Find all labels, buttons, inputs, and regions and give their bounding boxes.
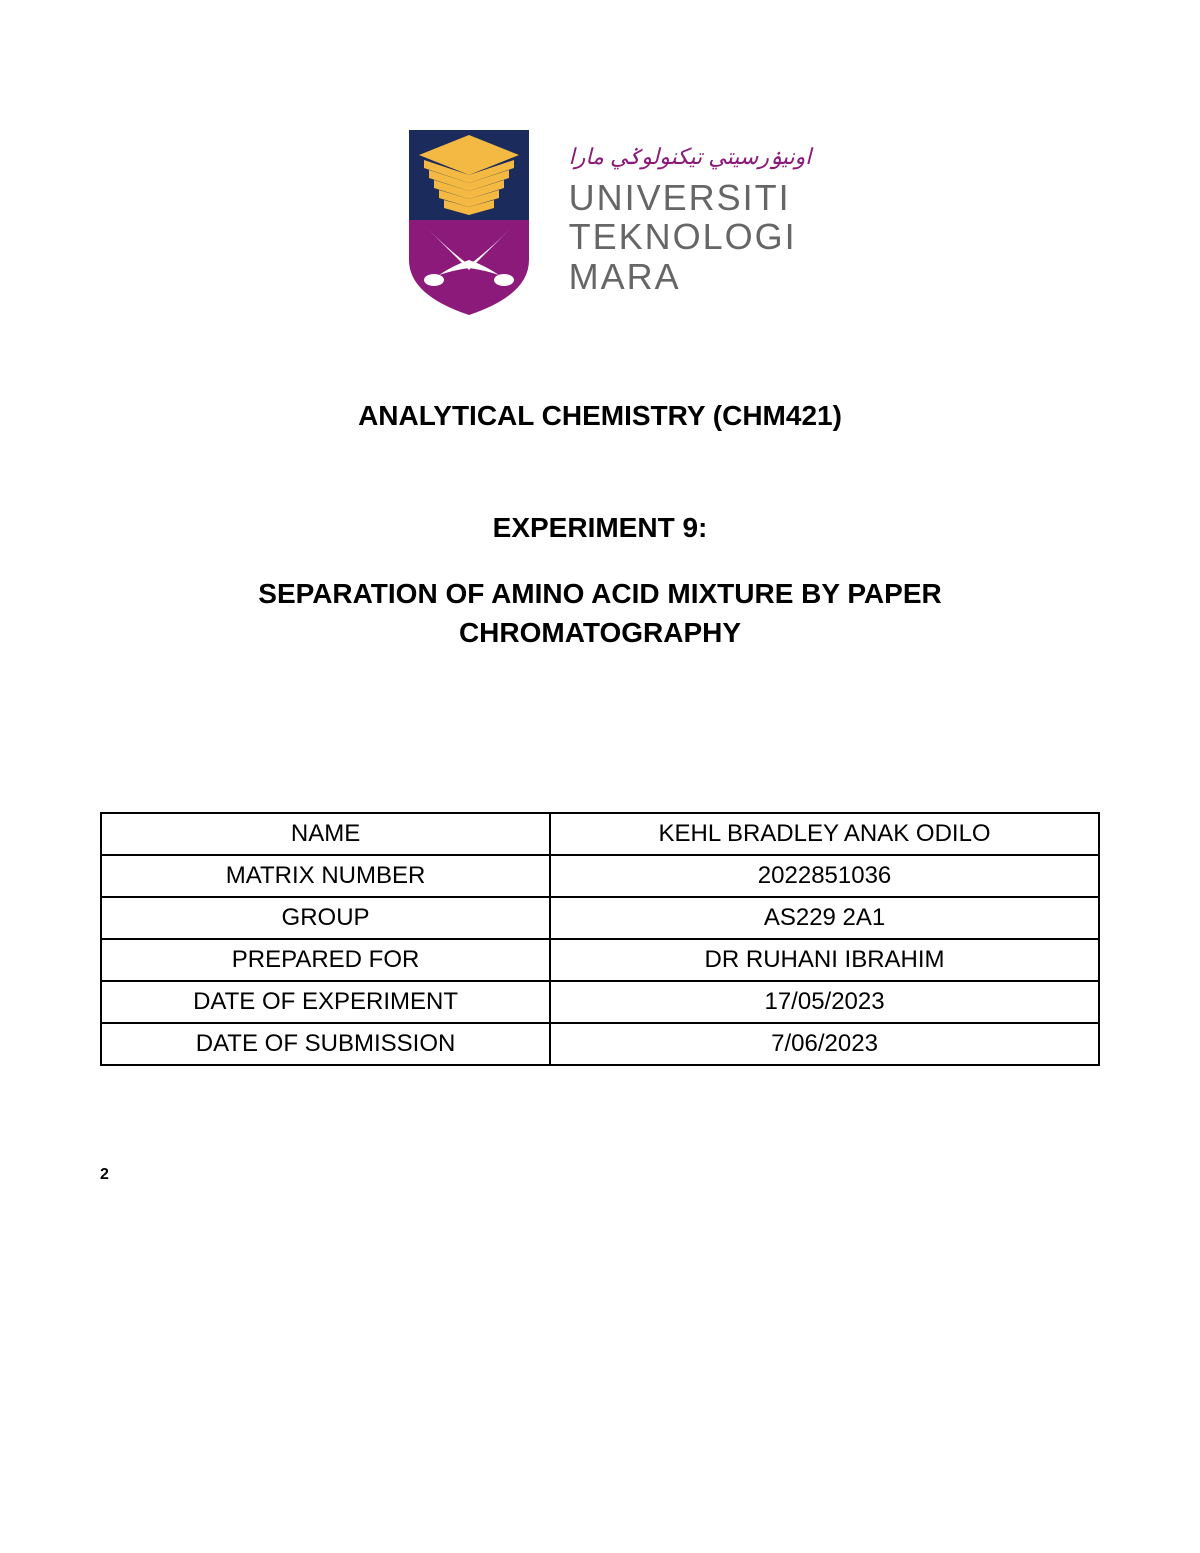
table-value: DR RUHANI IBRAHIM: [550, 939, 1099, 981]
page-number: 2: [100, 1166, 1100, 1184]
table-label: NAME: [101, 813, 550, 855]
experiment-title: SEPARATION OF AMINO ACID MIXTURE BY PAPE…: [100, 574, 1100, 652]
table-label: PREPARED FOR: [101, 939, 550, 981]
university-name-line2: TEKNOLOGI: [569, 217, 812, 257]
university-name-line3: MARA: [569, 257, 812, 297]
table-value: 7/06/2023: [550, 1023, 1099, 1065]
table-value: AS229 2A1: [550, 897, 1099, 939]
table-value: KEHL BRADLEY ANAK ODILO: [550, 813, 1099, 855]
details-table-body: NAME KEHL BRADLEY ANAK ODILO MATRIX NUMB…: [101, 813, 1099, 1065]
university-name-line1: UNIVERSITI: [569, 178, 812, 218]
uitm-shield-logo: [389, 120, 549, 320]
table-label: MATRIX NUMBER: [101, 855, 550, 897]
logo-text-block: اونيۏرسيتي تيکنولوݢي مارا UNIVERSITI TEK…: [569, 144, 812, 297]
table-row: PREPARED FOR DR RUHANI IBRAHIM: [101, 939, 1099, 981]
table-row: MATRIX NUMBER 2022851036: [101, 855, 1099, 897]
table-row: GROUP AS229 2A1: [101, 897, 1099, 939]
table-row: DATE OF EXPERIMENT 17/05/2023: [101, 981, 1099, 1023]
course-title: ANALYTICAL CHEMISTRY (CHM421): [100, 400, 1100, 432]
logo-section: اونيۏرسيتي تيکنولوݢي مارا UNIVERSITI TEK…: [100, 120, 1100, 320]
table-value: 17/05/2023: [550, 981, 1099, 1023]
table-label: DATE OF SUBMISSION: [101, 1023, 550, 1065]
details-table: NAME KEHL BRADLEY ANAK ODILO MATRIX NUMB…: [100, 812, 1100, 1066]
table-value: 2022851036: [550, 855, 1099, 897]
table-label: DATE OF EXPERIMENT: [101, 981, 550, 1023]
experiment-heading: EXPERIMENT 9:: [100, 512, 1100, 544]
table-row: NAME KEHL BRADLEY ANAK ODILO: [101, 813, 1099, 855]
table-label: GROUP: [101, 897, 550, 939]
table-row: DATE OF SUBMISSION 7/06/2023: [101, 1023, 1099, 1065]
arabic-text: اونيۏرسيتي تيکنولوݢي مارا: [569, 144, 812, 170]
